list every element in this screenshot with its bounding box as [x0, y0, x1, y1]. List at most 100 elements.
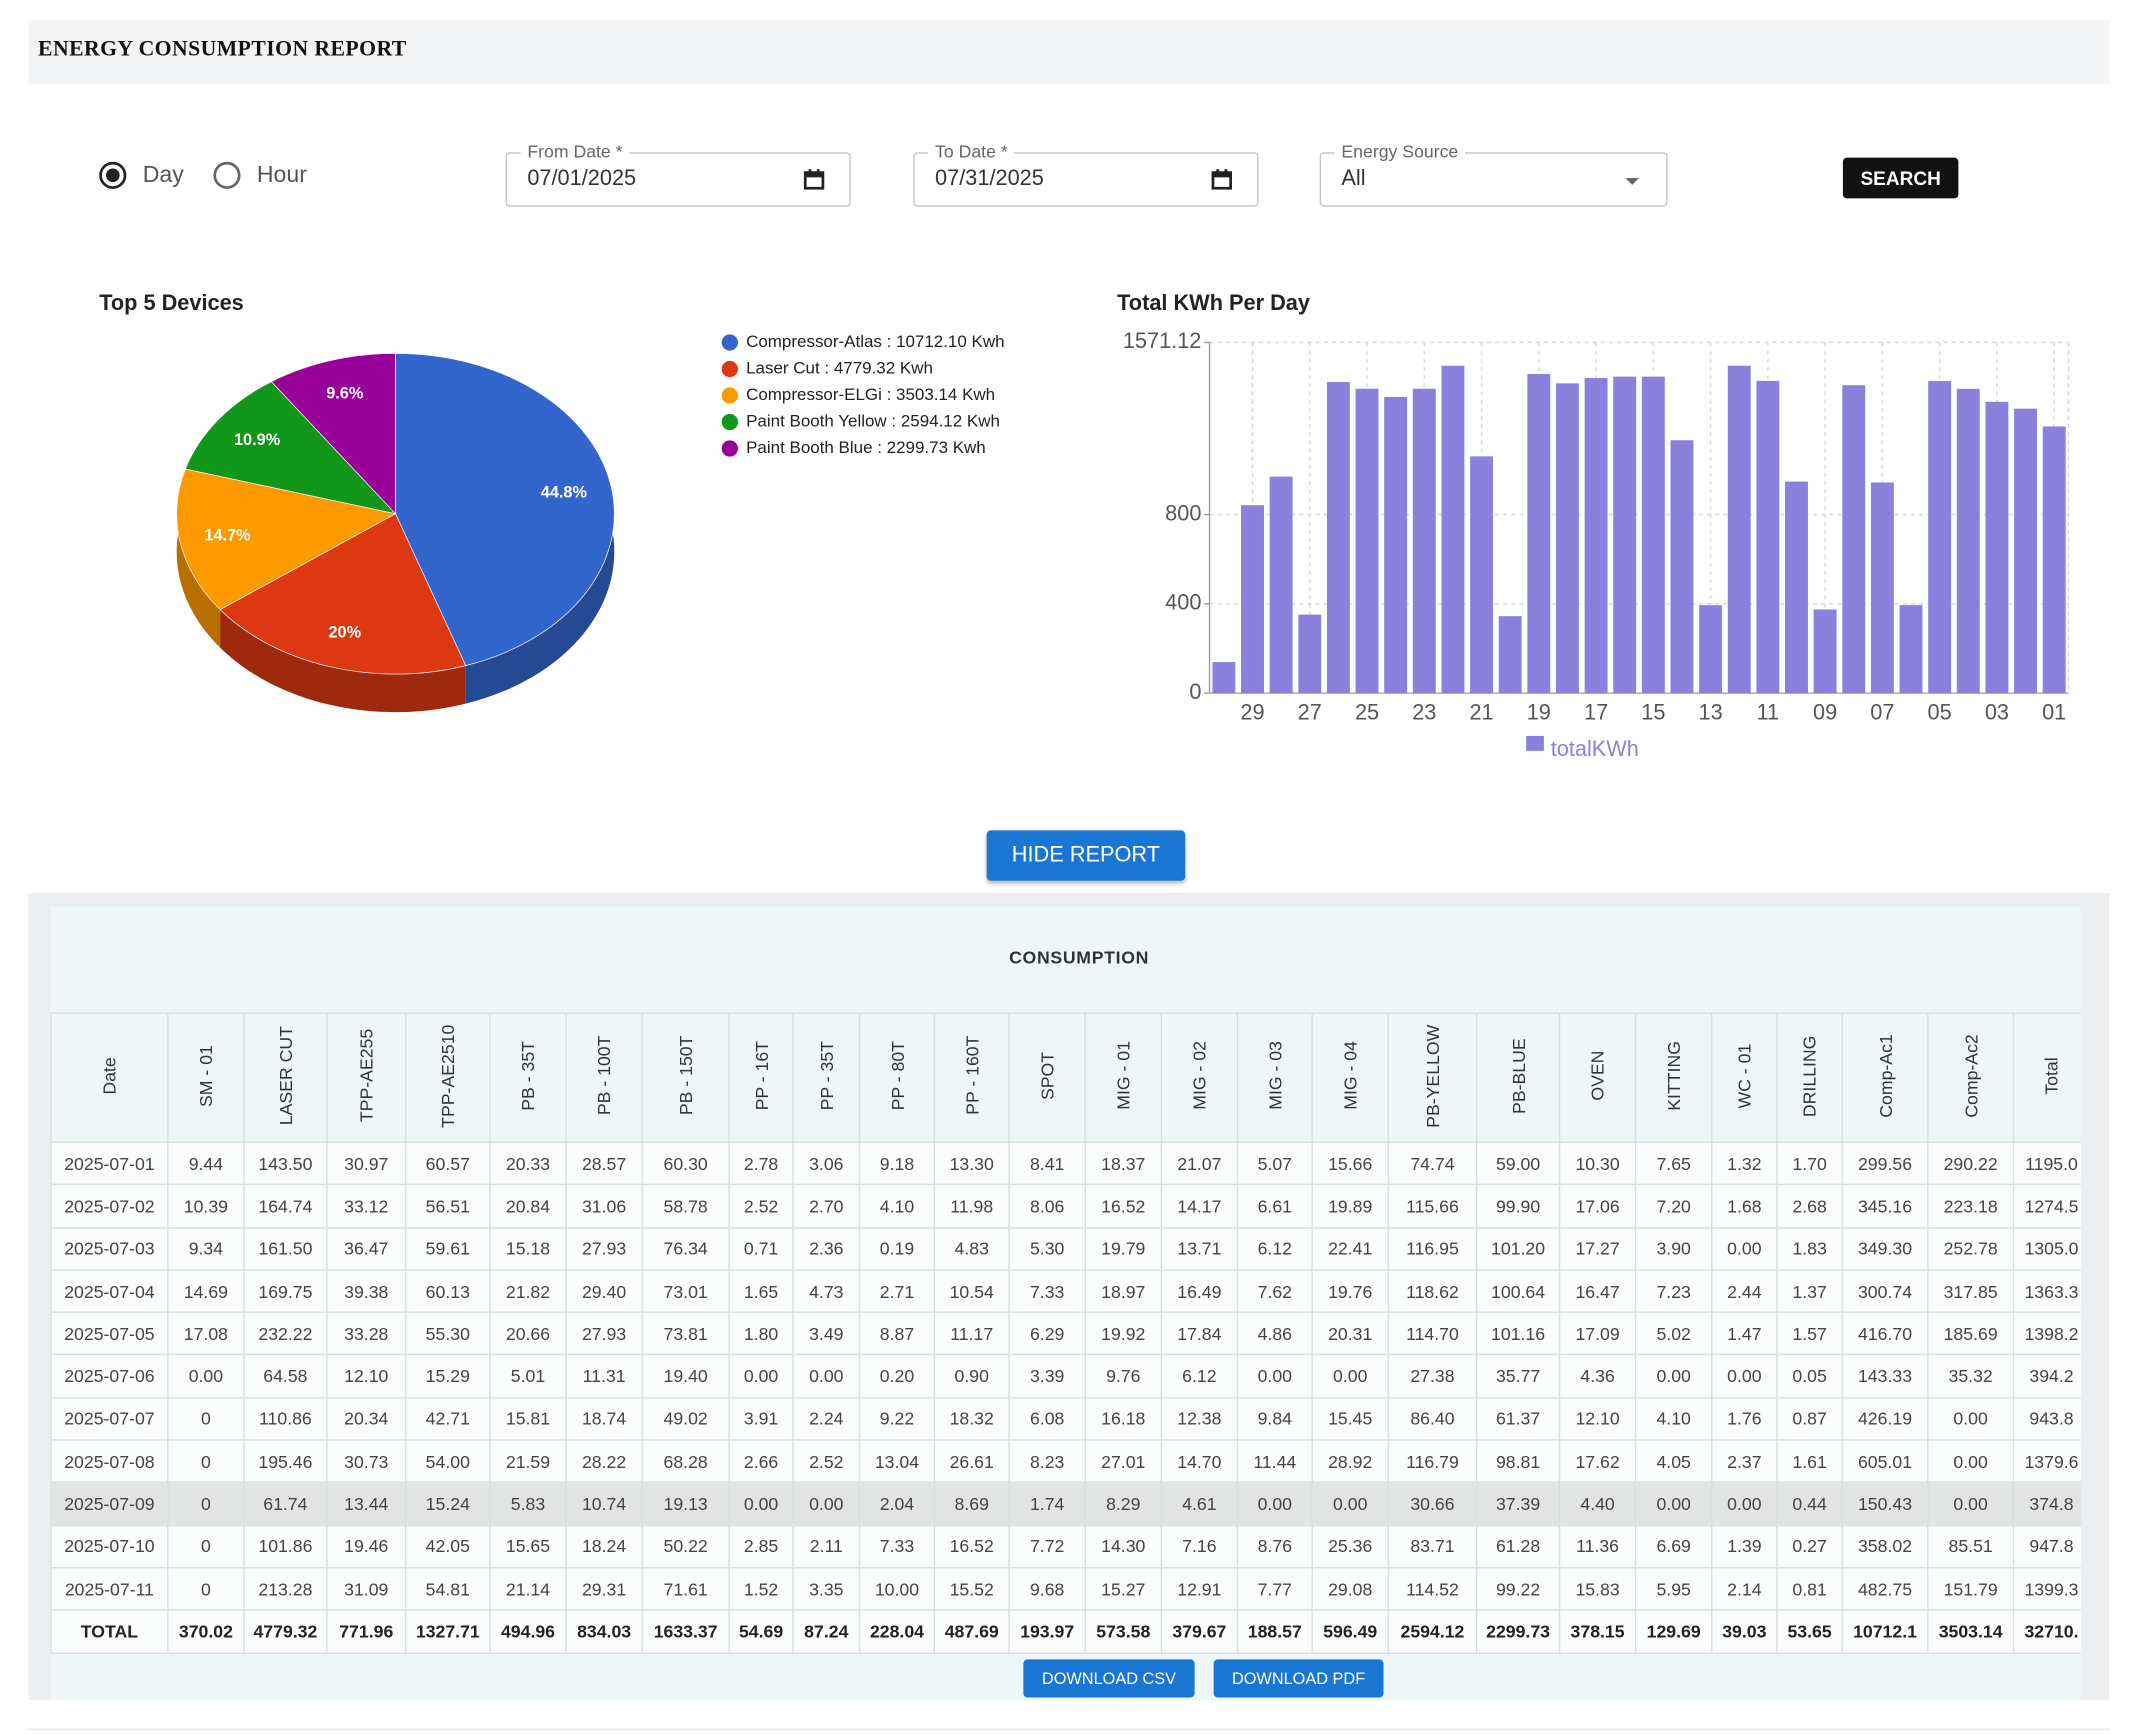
table-cell: 0.00	[168, 1355, 244, 1398]
table-cell: 100.64	[1477, 1270, 1560, 1313]
table-cell: 76.34	[642, 1227, 729, 1270]
table-cell: 31.09	[327, 1568, 406, 1611]
divider	[29, 1729, 2110, 1730]
table-cell: 426.19	[1842, 1397, 1928, 1440]
total-cell: 370.02	[168, 1610, 244, 1653]
table-cell: 3.90	[1636, 1227, 1712, 1270]
table-cell: 1.61	[1777, 1440, 1842, 1483]
table-cell: 12.10	[1560, 1397, 1636, 1440]
table-cell: 5.07	[1237, 1142, 1312, 1185]
table-cell: 2025-07-07	[51, 1397, 168, 1440]
column-header-text: PP - 80T	[887, 1041, 907, 1110]
table-cell: 50.22	[642, 1525, 729, 1568]
table-cell: 2.71	[860, 1270, 935, 1313]
bar	[2043, 426, 2066, 693]
table-cell: 1.70	[1777, 1142, 1842, 1185]
table-row: 2025-07-019.44143.5030.9760.5720.3328.57…	[51, 1142, 2081, 1185]
table-cell: 30.73	[327, 1440, 406, 1483]
x-tick-label: 23	[1412, 699, 1436, 724]
legend-label: Laser Cut : 4779.32 Kwh	[746, 358, 933, 377]
table-cell: 19.13	[642, 1483, 729, 1526]
table-cell: 169.75	[244, 1270, 327, 1313]
table-cell: 345.16	[1842, 1185, 1928, 1228]
table-cell: 33.12	[327, 1185, 406, 1228]
table-cell: 28.92	[1312, 1440, 1388, 1483]
pie-value-label: 44.8%	[541, 484, 588, 502]
consumption-table: DateSM - 01LASER CUTTPP-AE255TPP-AE2510P…	[50, 1012, 2080, 1653]
table-cell: 6.61	[1237, 1185, 1312, 1228]
table-cell: 4.73	[793, 1270, 860, 1313]
table-cell: 8.29	[1085, 1483, 1161, 1526]
column-header-text: PB-BLUE	[1508, 1038, 1528, 1114]
table-cell: 9.34	[168, 1227, 244, 1270]
total-cell: 573.58	[1085, 1610, 1161, 1653]
table-cell: 20.31	[1312, 1312, 1388, 1355]
table-cell: 13.30	[934, 1142, 1009, 1185]
table-cell: 9.76	[1085, 1355, 1161, 1398]
table-cell: 2025-07-08	[51, 1440, 168, 1483]
download-csv-button[interactable]: DOWNLOAD CSV	[1023, 1659, 1194, 1697]
table-cell: 54.00	[406, 1440, 490, 1483]
column-header-text: Date	[99, 1057, 119, 1094]
bar	[1728, 366, 1751, 693]
table-cell: 15.83	[1560, 1568, 1636, 1611]
table-cell: 14.69	[168, 1270, 244, 1313]
table-cell: 30.97	[327, 1142, 406, 1185]
bar	[1270, 477, 1293, 693]
table-cell: 29.08	[1312, 1568, 1388, 1611]
bar	[1556, 383, 1579, 693]
table-cell: 29.31	[566, 1568, 642, 1611]
table-cell: 15.81	[490, 1397, 566, 1440]
table-cell: 0.00	[1928, 1397, 2014, 1440]
table-cell: 7.77	[1237, 1568, 1312, 1611]
table-cell: 55.30	[406, 1312, 490, 1355]
table-cell: 19.89	[1312, 1185, 1388, 1228]
total-cell: 379.67	[1161, 1610, 1237, 1653]
table-cell: 17.84	[1161, 1312, 1237, 1355]
table-cell: 1.57	[1777, 1312, 1842, 1355]
hide-report-button[interactable]: HIDE REPORT	[987, 830, 1185, 880]
table-cell: 605.01	[1842, 1440, 1928, 1483]
column-header-text: Comp-Ac2	[1960, 1034, 1980, 1117]
column-header-text: PB - 150T	[675, 1036, 695, 1116]
table-cell: 4.10	[860, 1185, 935, 1228]
table-cell: 8.76	[1237, 1525, 1312, 1568]
table-cell: 2025-07-01	[51, 1142, 168, 1185]
table-cell: 4.36	[1560, 1355, 1636, 1398]
table-cell: 2.78	[729, 1142, 793, 1185]
table-cell: 0	[168, 1440, 244, 1483]
table-cell: 16.49	[1161, 1270, 1237, 1313]
table-cell: 0.87	[1777, 1397, 1842, 1440]
table-cell: 60.30	[642, 1142, 729, 1185]
total-cell: 378.15	[1560, 1610, 1636, 1653]
table-cell: 18.74	[566, 1397, 642, 1440]
table-cell: 1.68	[1712, 1185, 1777, 1228]
table-cell: 143.33	[1842, 1355, 1928, 1398]
download-pdf-button[interactable]: DOWNLOAD PDF	[1214, 1659, 1384, 1697]
bar	[1470, 456, 1493, 693]
table-row: 2025-07-100101.8619.4642.0515.6518.2450.…	[51, 1525, 2081, 1568]
table-cell: 15.45	[1312, 1397, 1388, 1440]
column-header-text: PP - 35T	[816, 1041, 836, 1110]
table-cell: 6.12	[1237, 1227, 1312, 1270]
column-header: TPP-AE255	[327, 1013, 406, 1142]
table-cell: 2.52	[793, 1440, 860, 1483]
table-foot: TOTAL370.024779.32771.961327.71494.96834…	[51, 1610, 2081, 1653]
table-cell: 2.36	[793, 1227, 860, 1270]
table-body: 2025-07-019.44143.5030.9760.5720.3328.57…	[51, 1142, 2081, 1610]
table-cell: 7.65	[1636, 1142, 1712, 1185]
column-header-text: MIG - 04	[1340, 1041, 1360, 1110]
table-head: DateSM - 01LASER CUTTPP-AE255TPP-AE2510P…	[51, 1013, 2081, 1142]
table-row: 2025-07-09061.7413.4415.245.8310.7419.13…	[51, 1483, 2081, 1526]
table-cell: 2025-07-02	[51, 1185, 168, 1228]
table-cell: 0.00	[1712, 1355, 1777, 1398]
column-header-text: Total	[2041, 1057, 2061, 1094]
bar	[1642, 377, 1665, 693]
column-header-text: TPP-AE2510	[438, 1024, 458, 1127]
column-header: PB - 35T	[490, 1013, 566, 1142]
table-cell: 8.69	[934, 1483, 1009, 1526]
table-cell: 118.62	[1388, 1270, 1476, 1313]
table-cell: 26.61	[934, 1440, 1009, 1483]
header-row: DateSM - 01LASER CUTTPP-AE255TPP-AE2510P…	[51, 1013, 2081, 1142]
